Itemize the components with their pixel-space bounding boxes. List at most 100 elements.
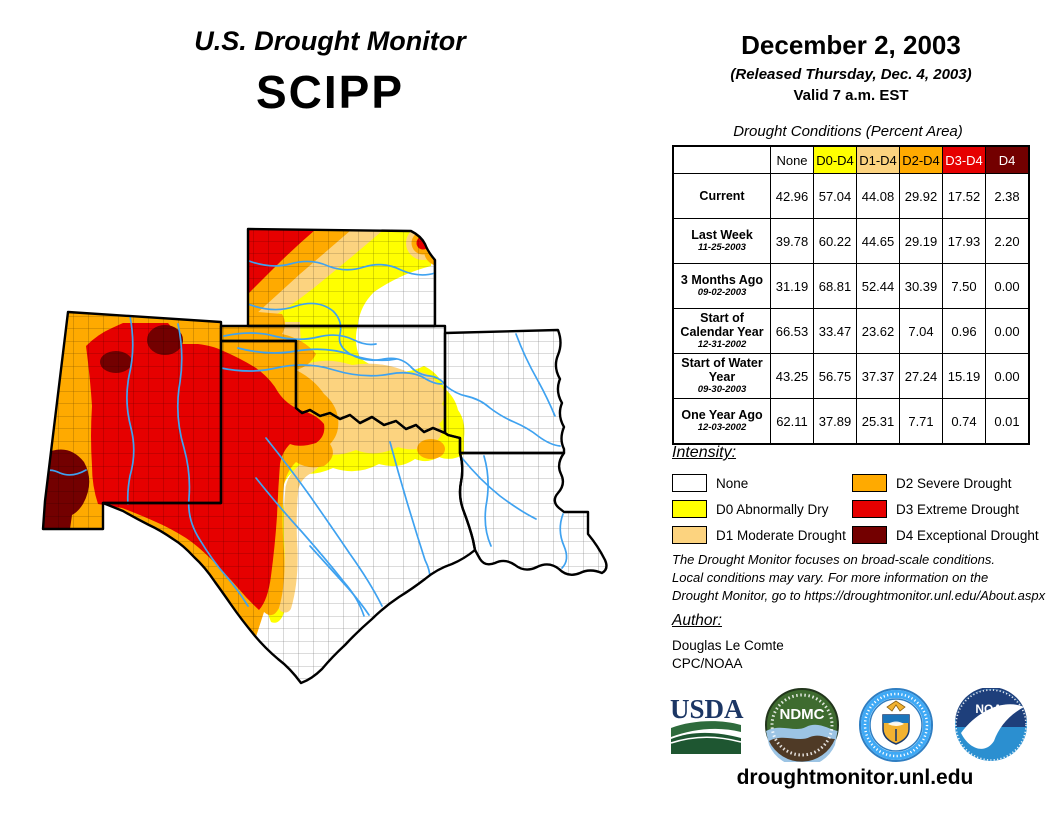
cell-value: 0.00 [985,263,1030,309]
d1-swatch [672,526,707,544]
legend-item-d3: D3 Extreme Drought [852,496,1044,522]
svg-text:NDMC: NDMC [779,706,824,723]
cell-value: 57.04 [813,173,857,219]
rivers [43,260,568,617]
cell-value: 2.20 [985,218,1030,264]
row-date: 09-02-2003 [697,287,747,299]
cell-value: 66.53 [770,308,814,354]
author-heading: Author: [672,612,722,629]
title-block: U.S. Drought Monitor SCIPP [40,26,620,119]
col-header-d2d4: D2-D4 [899,145,943,174]
table-row: Current 42.96 57.04 44.08 29.92 17.52 2.… [672,173,1030,219]
date-block: December 2, 2003 (Released Thursday, Dec… [660,30,1042,104]
map-date: December 2, 2003 [741,30,961,60]
drought-map [28,216,612,722]
cell-value: 42.96 [770,173,814,219]
row-date: 11-25-2003 [698,242,746,254]
cell-value: 37.89 [813,398,857,445]
cell-value: 60.22 [813,218,857,264]
cell-value: 15.19 [942,353,986,399]
agency-logos: USDA NDMC N [668,688,1028,762]
row-label: Current [672,173,771,219]
state-arkansas [443,328,566,455]
website-url: droughtmonitor.unl.edu [736,766,974,789]
col-header-d1d4: D1-D4 [856,145,900,174]
table-row: 3 Months Ago 09-02-2003 31.19 68.81 52.44… [672,263,1030,309]
row-label: Start of Water Year 09-30-2003 [672,353,771,399]
cell-value: 23.62 [856,308,900,354]
cell-value: 33.47 [813,308,857,354]
legend-item-d4: D4 Exceptional Drought [852,522,1044,548]
region-title: SCIPP [255,66,405,118]
col-header-d4: D4 [985,145,1030,174]
cell-value: 30.39 [899,263,943,309]
table-caption: Drought Conditions (Percent Area) [733,123,963,140]
state-louisiana [458,451,608,576]
page-title: U.S. Drought Monitor [194,26,466,56]
drought-intensity-layer [43,229,607,683]
legend-heading: Intensity: [672,444,737,461]
cell-value: 52.44 [856,263,900,309]
ndmc-logo: NDMC [764,688,839,762]
intensity-legend: Intensity: None D0 Abnormally Dry D1 Mod… [672,444,1044,548]
noaa-logo: NOAA [954,688,1027,761]
col-header-d3d4: D3-D4 [942,145,986,174]
table-row: Start of Calendar Year 12-31-2002 66.53 3… [672,308,1030,354]
legend-item-d1: D1 Moderate Drought [672,522,852,548]
cell-value: 27.24 [899,353,943,399]
d0-swatch [672,500,707,518]
cell-value: 0.00 [985,353,1030,399]
none-swatch [672,474,707,492]
cell-value: 0.74 [942,398,986,445]
cell-value: 0.96 [942,308,986,354]
row-date: 09-30-2003 [697,384,747,396]
cell-value: 29.19 [899,218,943,264]
cell-value: 17.52 [942,173,986,219]
cell-value: 44.08 [856,173,900,219]
table-row: Start of Water Year 09-30-2003 43.25 56.7… [672,353,1030,399]
cell-value: 29.92 [899,173,943,219]
row-label: Start of Calendar Year 12-31-2002 [672,308,771,354]
cell-value: 37.37 [856,353,900,399]
usda-logo: USDA [670,694,744,754]
col-header-d0d4: D0-D4 [813,145,857,174]
svg-text:USDA: USDA [670,694,744,724]
legend-item-d2: D2 Severe Drought [852,470,1044,496]
cell-value: 43.25 [770,353,814,399]
author-name: Douglas Le Comte [672,638,784,653]
drought-conditions-table: None D0-D4 D1-D4 D2-D4 D3-D4 D4 Current … [672,145,1030,445]
release-date: (Released Thursday, Dec. 4, 2003) [730,66,972,83]
author-block: Author: Douglas Le Comte CPC/NOAA [672,612,784,671]
legend-item-none: None [672,470,852,496]
table-header-row: None D0-D4 D1-D4 D2-D4 D3-D4 D4 [673,145,1030,174]
row-label: One Year Ago 12-03-2002 [672,398,771,445]
row-label: Last Week 11-25-2003 [672,218,771,264]
cell-value: 2.38 [985,173,1030,219]
legend-item-d0: D0 Abnormally Dry [672,496,852,522]
row-date: 12-03-2002 [697,422,747,434]
table-row: Last Week 11-25-2003 39.78 60.22 44.65 29… [672,218,1030,264]
state-borders [41,227,608,685]
author-org: CPC/NOAA [672,656,743,671]
drought-map-svg [41,227,608,685]
county-grid [43,229,607,683]
cell-value: 7.04 [899,308,943,354]
valid-time: Valid 7 a.m. EST [793,87,909,104]
cell-value: 68.81 [813,263,857,309]
cell-value: 17.93 [942,218,986,264]
cell-value: 25.31 [856,398,900,445]
disclaimer-text: The Drought Monitor focuses on broad-sca… [672,552,1046,603]
col-header-none: None [770,145,814,174]
table-corner-cell [673,146,771,174]
state-kansas [246,227,437,328]
table-row: One Year Ago 12-03-2002 62.11 37.89 25.31… [672,398,1030,445]
cell-value: 39.78 [770,218,814,264]
cell-value: 0.01 [985,398,1030,445]
row-label: 3 Months Ago 09-02-2003 [672,263,771,309]
cell-value: 7.50 [942,263,986,309]
cell-value: 56.75 [813,353,857,399]
cell-value: 0.00 [985,308,1030,354]
svg-text:NOAA: NOAA [975,702,1011,716]
d2-swatch [852,474,887,492]
